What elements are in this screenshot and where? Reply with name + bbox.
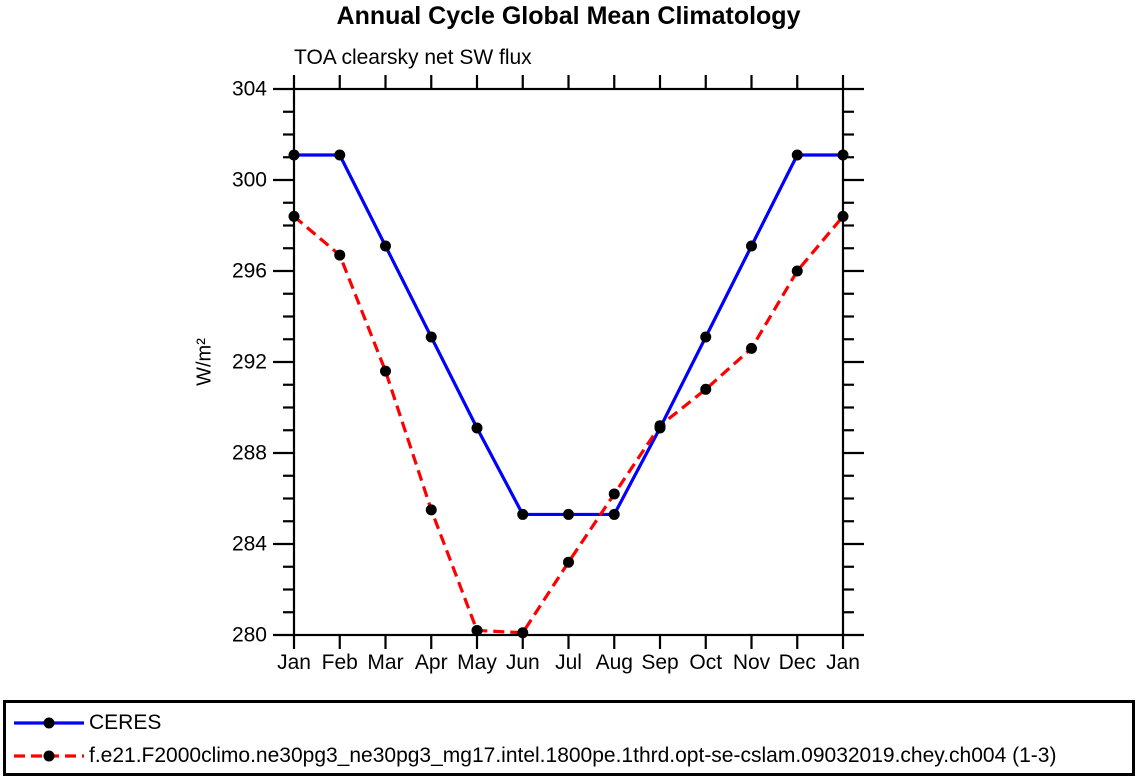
x-tick-label: Jun bbox=[506, 651, 540, 674]
ceres-line-sample-icon bbox=[14, 717, 84, 728]
legend-marker-sample bbox=[43, 717, 55, 728]
legend-entry-model: f.e21.F2000climo.ne30pg3_ne30pg3_mg17.in… bbox=[12, 739, 1132, 772]
x-tick-label: Dec bbox=[779, 651, 816, 674]
data-point-marker-model bbox=[288, 210, 300, 222]
data-point-marker-ceres bbox=[563, 508, 574, 520]
data-point-marker-model bbox=[517, 627, 529, 639]
data-point-marker-ceres bbox=[746, 240, 757, 252]
data-point-marker-model bbox=[837, 210, 849, 222]
data-point-marker-ceres bbox=[608, 508, 620, 520]
data-point-marker-ceres bbox=[334, 149, 346, 161]
data-point-marker-ceres bbox=[471, 422, 483, 434]
data-point-marker-model bbox=[471, 624, 483, 636]
x-tick-label: Apr bbox=[415, 651, 448, 674]
legend-label-ceres: CERES bbox=[89, 710, 162, 734]
data-point-marker-model bbox=[425, 504, 437, 516]
legend-entry-ceres: CERES bbox=[12, 706, 1132, 739]
data-point-marker-ceres bbox=[288, 149, 300, 161]
legend-marker-sample bbox=[43, 750, 55, 761]
x-tick-label: May bbox=[457, 651, 497, 674]
y-tick-label: 300 bbox=[232, 169, 267, 192]
data-point-marker-model bbox=[563, 556, 574, 568]
y-tick-label: 292 bbox=[232, 351, 267, 374]
y-tick-label: 284 bbox=[232, 533, 267, 556]
chart-subtitle: TOA clearsky net SW flux bbox=[294, 46, 532, 69]
model-line-sample-icon bbox=[14, 750, 84, 761]
x-tick-label: Aug bbox=[596, 651, 633, 674]
legend-box: CERES f.e21.F2000climo.ne30pg3_ne30pg3_m… bbox=[3, 700, 1135, 776]
y-tick-label: 280 bbox=[232, 624, 267, 647]
data-point-marker-model bbox=[654, 420, 666, 432]
data-point-marker-ceres bbox=[837, 149, 849, 161]
data-point-marker-model bbox=[700, 383, 712, 395]
legend-label-model: f.e21.F2000climo.ne30pg3_ne30pg3_mg17.in… bbox=[89, 743, 1057, 767]
data-point-marker-model bbox=[608, 488, 620, 500]
y-tick-label: 296 bbox=[232, 260, 267, 283]
data-point-marker-model bbox=[746, 342, 757, 354]
data-point-marker-ceres bbox=[380, 240, 391, 252]
x-tick-label: Jan bbox=[277, 651, 311, 674]
x-tick-label: Mar bbox=[367, 651, 403, 674]
data-point-marker-ceres bbox=[425, 331, 437, 343]
y-tick-label: 288 bbox=[232, 442, 267, 465]
data-point-marker-ceres bbox=[517, 508, 529, 520]
data-point-marker-model bbox=[791, 265, 803, 277]
data-point-marker-ceres bbox=[791, 149, 803, 161]
x-tick-label: Jan bbox=[826, 651, 860, 674]
series-line-model bbox=[292, 215, 845, 635]
x-tick-label: Sep bbox=[641, 651, 678, 674]
x-tick-label: Oct bbox=[689, 651, 722, 674]
data-point-marker-model bbox=[334, 249, 346, 261]
plot-area: 280 284 288 292 296 300 304 Jan Feb Mar Apr May Jun J… bbox=[232, 75, 864, 674]
plot-border bbox=[292, 87, 845, 637]
data-point-marker-model bbox=[380, 365, 391, 377]
x-tick-label: Nov bbox=[733, 651, 771, 674]
y-tick-label: 304 bbox=[232, 78, 267, 101]
x-tick-label: Jul bbox=[555, 651, 582, 674]
chart-title: Annual Cycle Global Mean Climatology bbox=[336, 2, 801, 30]
data-point-marker-ceres bbox=[700, 331, 712, 343]
x-tick-label: Feb bbox=[322, 651, 358, 674]
